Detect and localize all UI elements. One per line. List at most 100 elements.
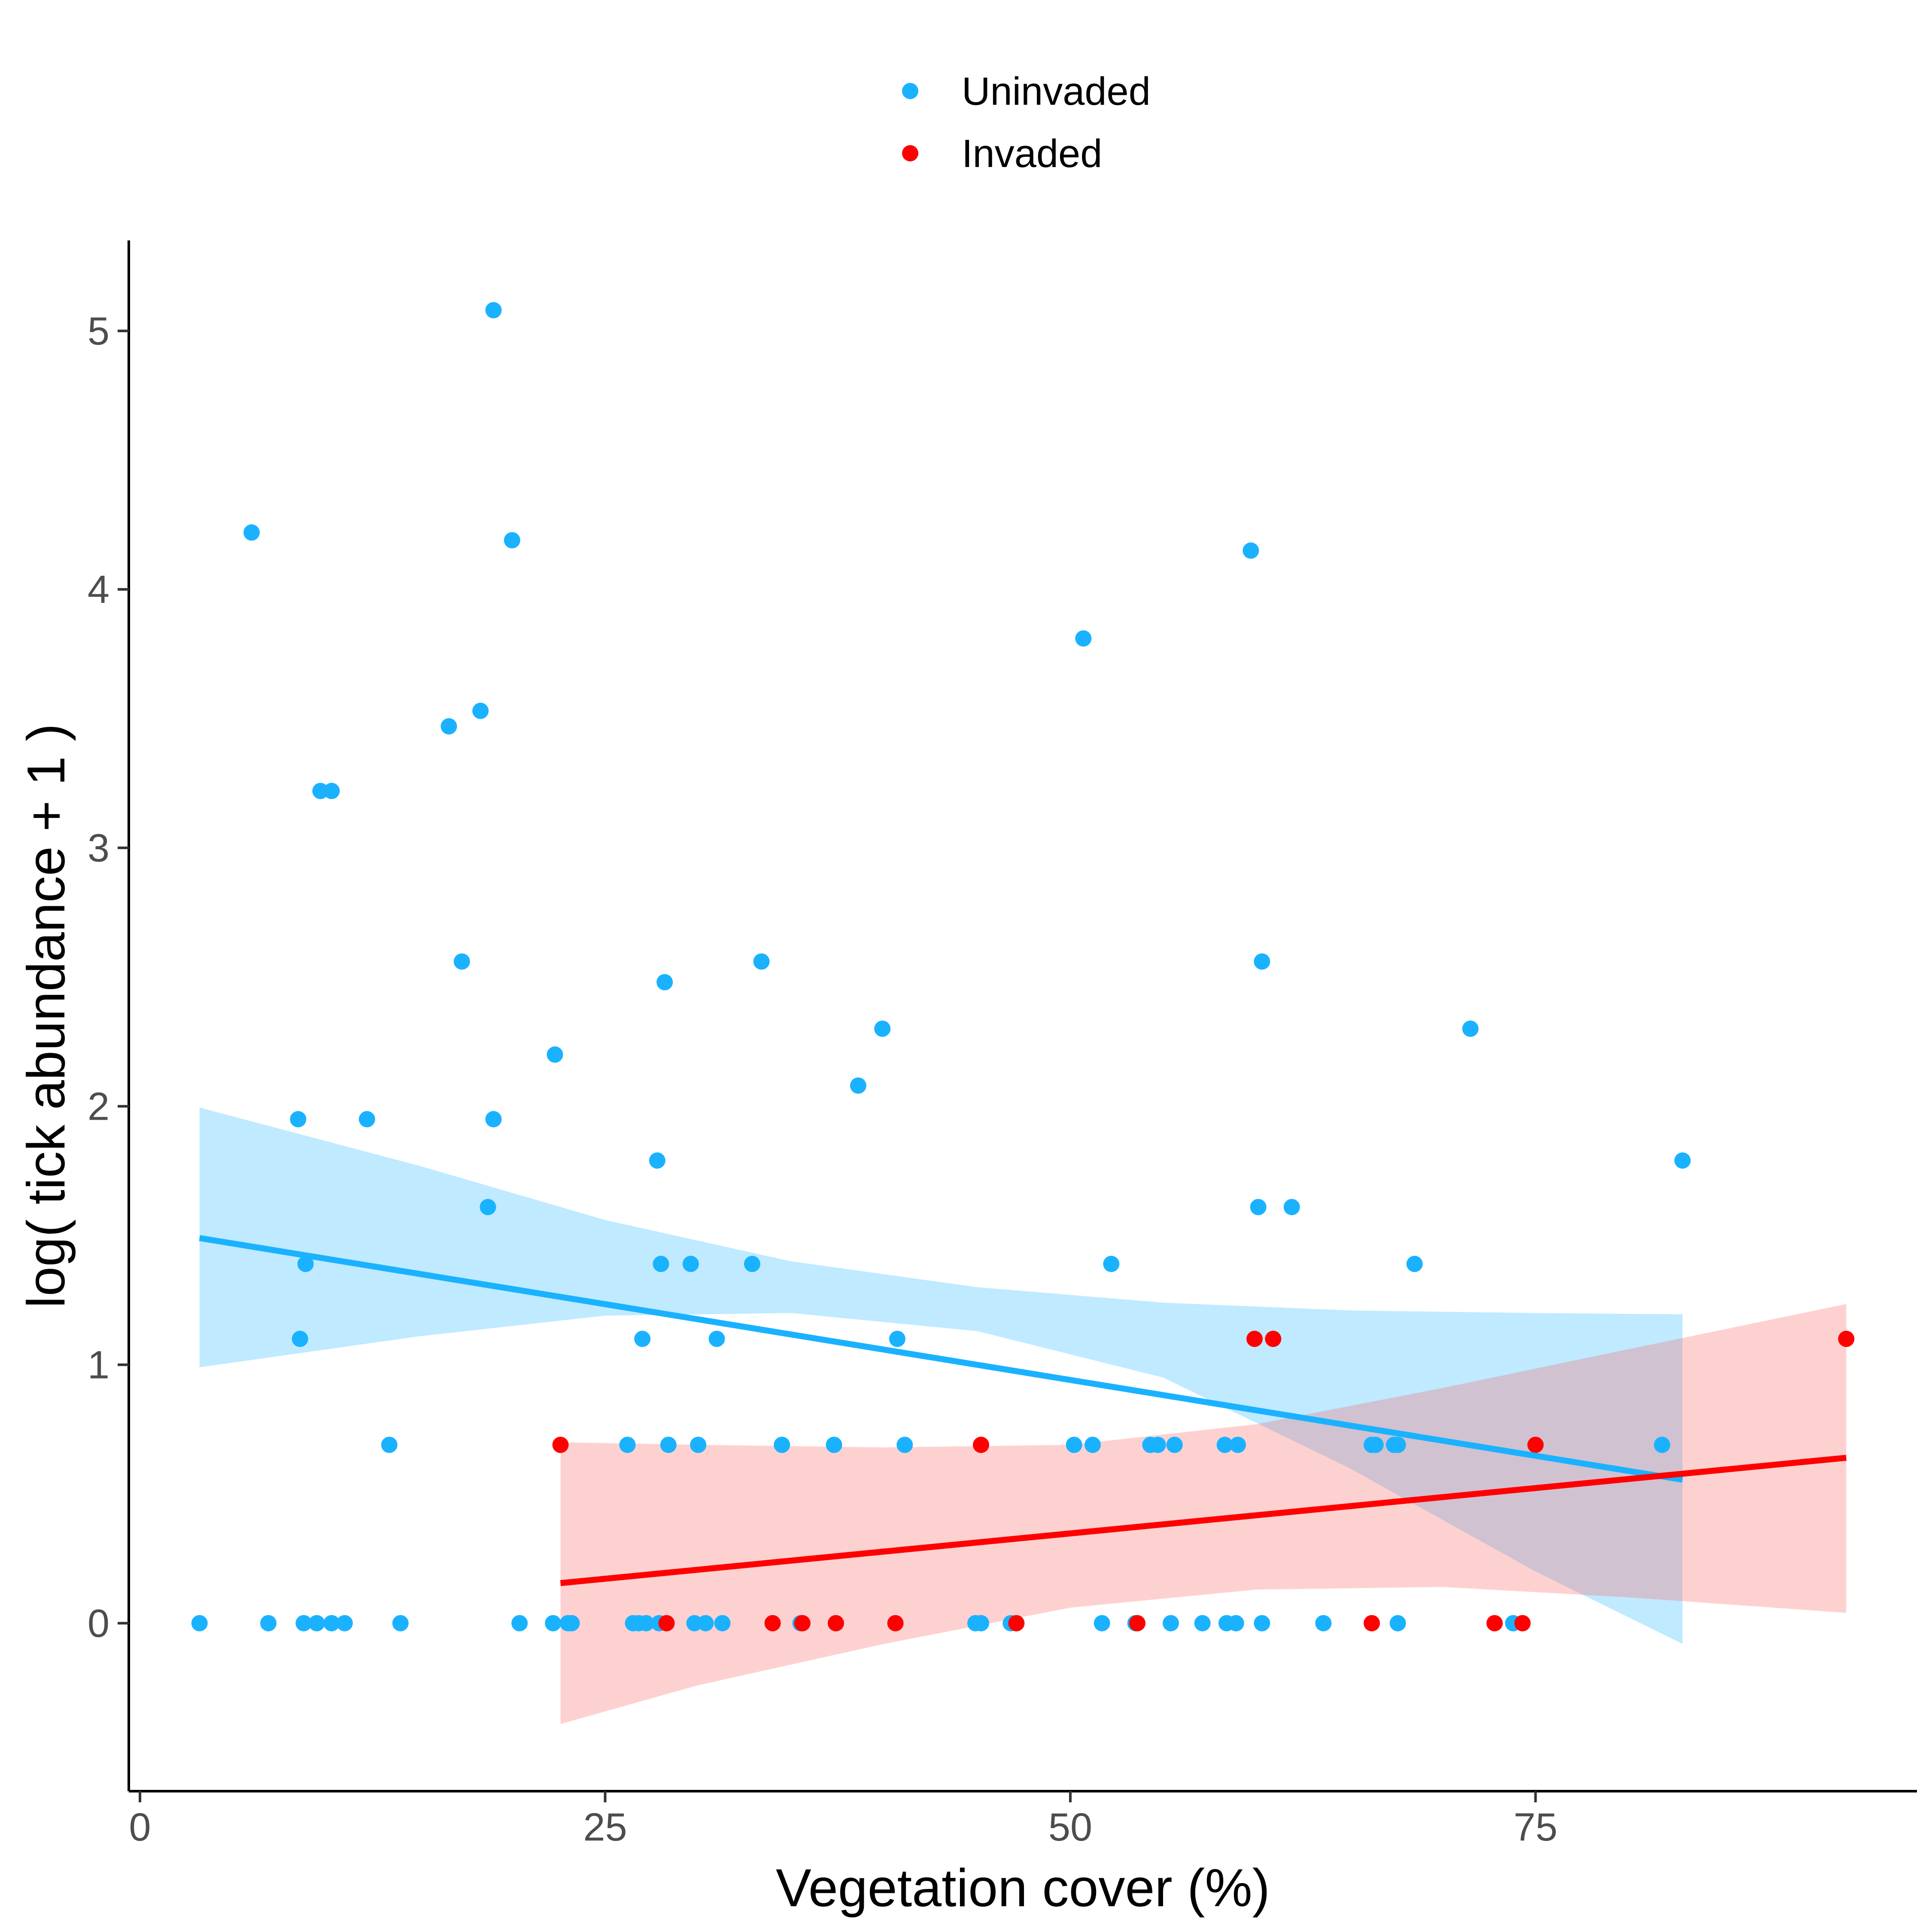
legend: Uninvaded Invaded bbox=[902, 70, 1151, 176]
y-axis-ticks: 0 1 2 3 4 5 bbox=[88, 310, 129, 1646]
uninvaded-point bbox=[485, 302, 502, 319]
invaded-point bbox=[658, 1615, 675, 1631]
invaded-point bbox=[1486, 1615, 1503, 1631]
y-tick-label: 0 bbox=[88, 1602, 109, 1646]
uninvaded-point bbox=[472, 702, 489, 719]
uninvaded-point bbox=[638, 1615, 654, 1631]
uninvaded-point bbox=[1254, 1615, 1270, 1631]
uninvaded-point bbox=[545, 1615, 562, 1631]
uninvaded-point bbox=[1389, 1615, 1406, 1631]
uninvaded-point bbox=[292, 1331, 308, 1347]
x-tick-label: 75 bbox=[1513, 1805, 1557, 1849]
uninvaded-point bbox=[649, 1152, 665, 1169]
x-tick-label: 25 bbox=[583, 1805, 627, 1849]
uninvaded-point bbox=[708, 1331, 725, 1347]
uninvaded-point bbox=[826, 1437, 842, 1453]
uninvaded-point bbox=[1654, 1437, 1671, 1453]
legend-label-invaded: Invaded bbox=[962, 132, 1102, 176]
uninvaded-point bbox=[850, 1077, 866, 1094]
uninvaded-point bbox=[1075, 630, 1092, 647]
uninvaded-point bbox=[682, 1255, 699, 1272]
x-tick-label: 50 bbox=[1048, 1805, 1092, 1849]
invaded-point bbox=[1527, 1437, 1544, 1453]
uninvaded-point bbox=[453, 953, 470, 970]
uninvaded-point bbox=[308, 1615, 325, 1631]
uninvaded-point bbox=[290, 1111, 307, 1127]
invaded-point bbox=[827, 1615, 844, 1631]
y-tick-label: 1 bbox=[88, 1343, 109, 1387]
uninvaded-point bbox=[874, 1021, 891, 1037]
uninvaded-point bbox=[697, 1615, 714, 1631]
uninvaded-point bbox=[634, 1331, 651, 1347]
uninvaded-point bbox=[1315, 1615, 1332, 1631]
uninvaded-point bbox=[660, 1437, 677, 1453]
uninvaded-point bbox=[714, 1615, 731, 1631]
uninvaded-point bbox=[1163, 1615, 1179, 1631]
x-axis-ticks: 0 25 50 75 bbox=[129, 1791, 1558, 1849]
invaded-fit-line bbox=[560, 1455, 1847, 1586]
uninvaded-point bbox=[1103, 1255, 1120, 1272]
uninvaded-point bbox=[563, 1615, 580, 1631]
data-points bbox=[191, 302, 1855, 1631]
uninvaded-point bbox=[1462, 1021, 1479, 1037]
uninvaded-point bbox=[297, 1255, 314, 1272]
uninvaded-point bbox=[753, 953, 770, 970]
legend-key-uninvaded bbox=[902, 83, 918, 99]
invaded-point bbox=[887, 1615, 904, 1631]
y-tick-label: 4 bbox=[88, 568, 109, 612]
uninvaded-point bbox=[191, 1615, 208, 1631]
uninvaded-point bbox=[1406, 1255, 1423, 1272]
uninvaded-point bbox=[653, 1255, 669, 1272]
invaded-point bbox=[1246, 1331, 1263, 1347]
y-axis-title: log( tick abundance + 1 ) bbox=[17, 723, 76, 1308]
invaded-point bbox=[1514, 1615, 1531, 1631]
uninvaded-point bbox=[656, 974, 673, 990]
uninvaded-point bbox=[392, 1615, 409, 1631]
uninvaded-point bbox=[1084, 1437, 1101, 1453]
invaded-point bbox=[1265, 1331, 1282, 1347]
uninvaded-point bbox=[260, 1615, 277, 1631]
uninvaded-point bbox=[1389, 1437, 1406, 1453]
x-axis-title: Vegetation cover (%) bbox=[776, 1859, 1270, 1918]
uninvaded-point bbox=[485, 1111, 502, 1127]
uninvaded-point bbox=[480, 1199, 496, 1215]
uninvaded-point bbox=[690, 1437, 707, 1453]
uninvaded-point bbox=[1227, 1615, 1244, 1631]
uninvaded-point bbox=[1230, 1437, 1246, 1453]
uninvaded-point bbox=[1250, 1199, 1267, 1215]
y-tick-label: 3 bbox=[88, 826, 109, 870]
legend-label-uninvaded: Uninvaded bbox=[962, 70, 1151, 113]
invaded-confidence-ribbon bbox=[560, 1304, 1847, 1724]
invaded-point bbox=[1129, 1615, 1146, 1631]
uninvaded-point bbox=[336, 1615, 353, 1631]
uninvaded-point bbox=[1283, 1199, 1300, 1215]
invaded-point bbox=[794, 1615, 811, 1631]
uninvaded-point bbox=[1149, 1437, 1166, 1453]
uninvaded-point bbox=[1242, 542, 1259, 559]
y-tick-label: 5 bbox=[88, 310, 109, 353]
invaded-point bbox=[1364, 1615, 1380, 1631]
uninvaded-point bbox=[1254, 953, 1270, 970]
uninvaded-point bbox=[323, 1615, 340, 1631]
uninvaded-point bbox=[440, 718, 457, 735]
y-tick-label: 2 bbox=[88, 1085, 109, 1129]
uninvaded-point bbox=[381, 1437, 398, 1453]
uninvaded-point bbox=[1194, 1615, 1211, 1631]
uninvaded-point bbox=[504, 532, 520, 549]
confidence-ribbons bbox=[199, 1107, 1847, 1724]
uninvaded-point bbox=[686, 1615, 703, 1631]
uninvaded-point bbox=[1674, 1152, 1691, 1169]
uninvaded-point bbox=[243, 524, 260, 541]
invaded-point bbox=[1838, 1331, 1855, 1347]
uninvaded-confidence-ribbon bbox=[199, 1107, 1683, 1644]
uninvaded-point bbox=[896, 1437, 913, 1453]
invaded-point bbox=[552, 1437, 569, 1453]
uninvaded-point bbox=[323, 783, 340, 799]
legend-key-invaded bbox=[902, 145, 918, 161]
uninvaded-point bbox=[619, 1437, 636, 1453]
uninvaded-point bbox=[1216, 1437, 1233, 1453]
uninvaded-point bbox=[547, 1046, 563, 1063]
x-tick-label: 0 bbox=[129, 1805, 151, 1849]
uninvaded-point bbox=[1367, 1437, 1384, 1453]
